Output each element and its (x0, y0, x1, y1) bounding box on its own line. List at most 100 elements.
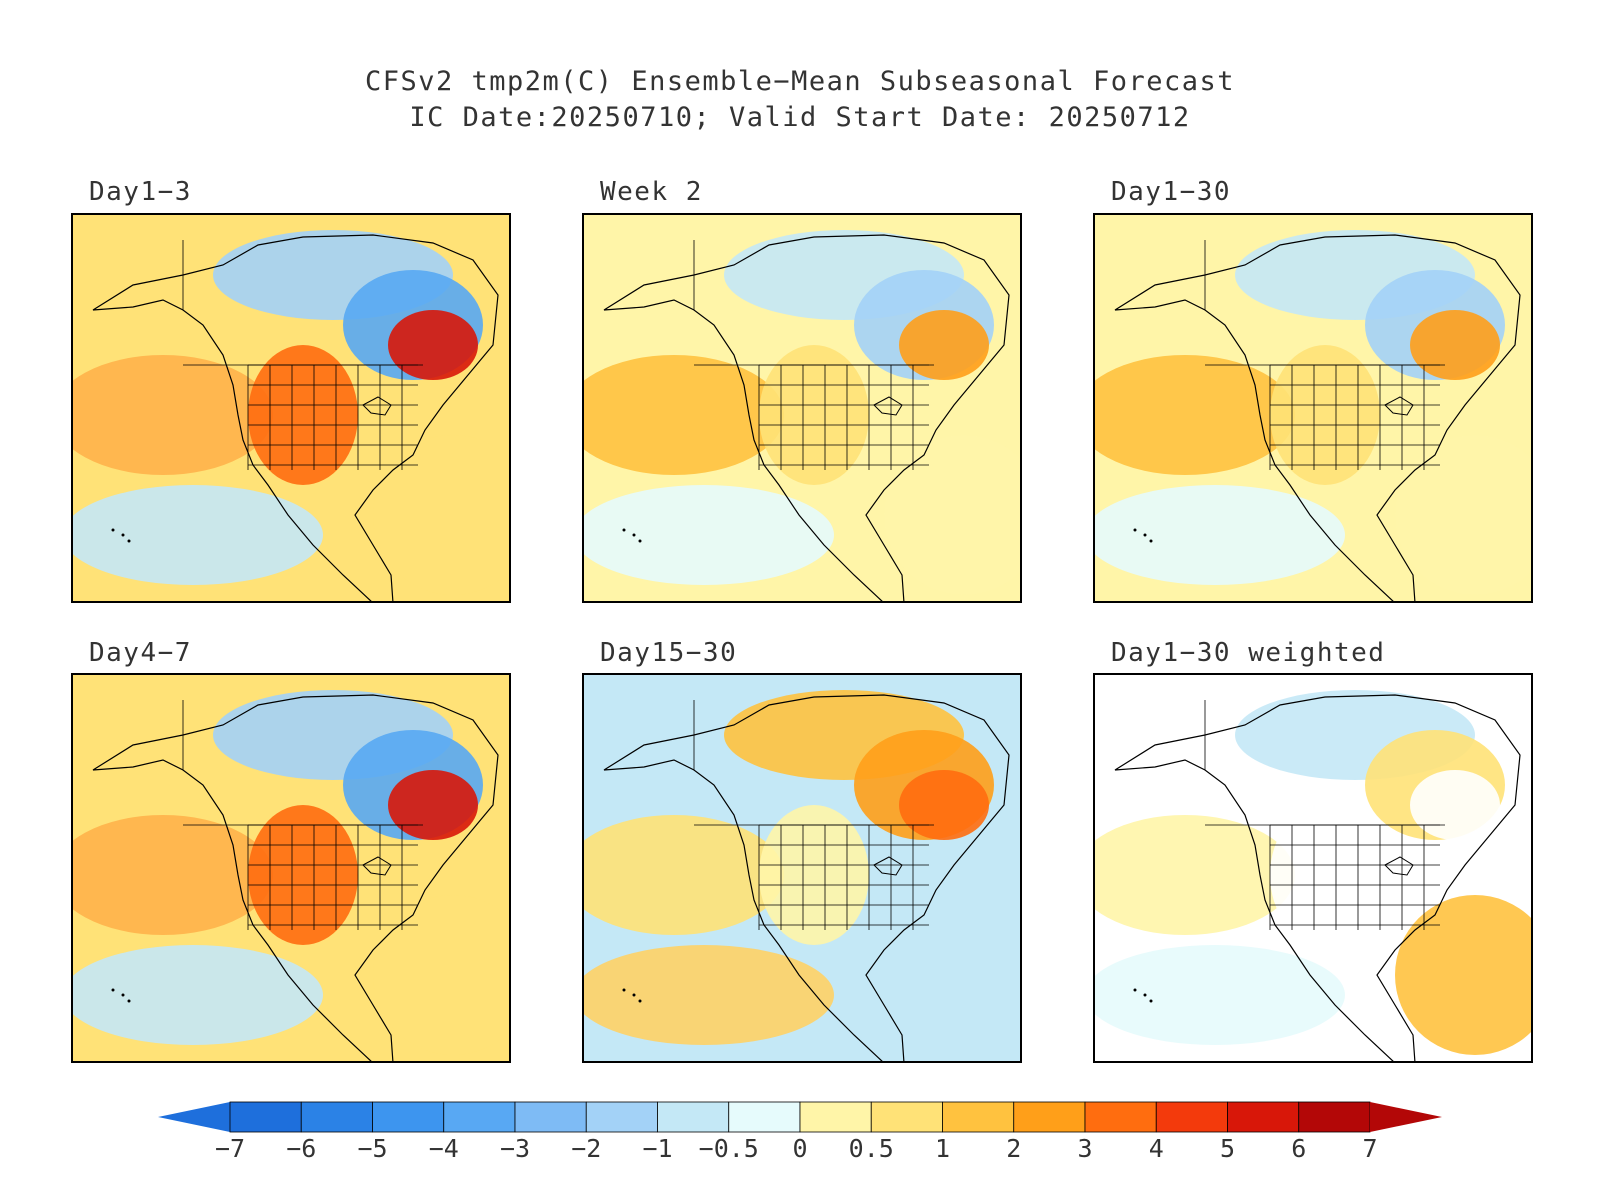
state-boundaries (693, 700, 934, 930)
panel-label-day15-30: Day15−30 (600, 638, 738, 668)
anomaly-region (248, 345, 358, 485)
colorbar-segment (229, 1101, 302, 1133)
colorbar-segment (657, 1101, 730, 1133)
map-panel-week2 (582, 213, 1022, 603)
great-lakes-outline (1384, 856, 1414, 876)
colorbar-segment (585, 1101, 658, 1133)
panel-label-day1-3: Day1−3 (89, 177, 192, 207)
anomaly-region (884, 435, 1020, 595)
colorbar-segment (1298, 1101, 1371, 1133)
map-field (584, 675, 1020, 1061)
state-boundaries (693, 240, 934, 470)
anomaly-region (1095, 815, 1295, 935)
map-panel-day4-7 (71, 673, 511, 1063)
map-field (1095, 215, 1531, 601)
colorbar-tick-label: −7 (215, 1134, 245, 1163)
colorbar-segment (300, 1101, 373, 1133)
colorbar-tick-label: 6 (1291, 1134, 1306, 1163)
colorbar-segment (799, 1101, 872, 1133)
colorbar-segment (1155, 1101, 1228, 1133)
anomaly-region (388, 770, 478, 840)
colorbar-tick-label: 3 (1077, 1134, 1092, 1163)
colorbar-segment (1013, 1101, 1086, 1133)
anomaly-region (1410, 310, 1500, 380)
anomaly-region (584, 355, 784, 475)
anomaly-region (1095, 485, 1345, 585)
anomaly-region (1395, 435, 1531, 595)
colorbar-tick-label: 1 (935, 1134, 950, 1163)
colorbar-segment (942, 1101, 1015, 1133)
anomaly-region (584, 945, 834, 1045)
coastline (92, 694, 499, 1061)
anomaly-region (73, 815, 273, 935)
anomaly-region (884, 895, 1020, 1055)
map-panel-day1-3 (71, 213, 511, 603)
anomaly-region (899, 770, 989, 840)
anomaly-region (1395, 895, 1531, 1055)
anomaly-region (584, 815, 784, 935)
colorbar-segment (372, 1101, 445, 1133)
great-lakes-outline (362, 396, 392, 416)
state-boundaries (182, 700, 423, 930)
anomaly-region (373, 895, 509, 1055)
state-boundaries (182, 240, 423, 470)
colorbar-tick-label: 0.5 (849, 1134, 894, 1163)
coastline (92, 234, 499, 601)
colorbar-tick-label: 2 (1006, 1134, 1021, 1163)
colorbar-low-extension (158, 1102, 230, 1132)
colorbar-tick-label: −1 (642, 1134, 672, 1163)
coastline (1114, 694, 1521, 1061)
panel-label-week2: Week 2 (600, 177, 703, 207)
anomaly-region (759, 345, 869, 485)
map-panel-day1-30 (1093, 213, 1533, 603)
colorbar-tick-label: −5 (357, 1134, 387, 1163)
colorbar-tick-label: −4 (429, 1134, 459, 1163)
panel-label-day1-30-weighted: Day1−30 weighted (1111, 638, 1386, 668)
anomaly-region (373, 435, 509, 595)
anomaly-region (1095, 355, 1295, 475)
colorbar-segment (1084, 1101, 1157, 1133)
anomaly-region (1270, 805, 1380, 945)
anomaly-region (73, 355, 273, 475)
state-boundaries (1204, 700, 1445, 930)
map-panel-day1-30-weighted (1093, 673, 1533, 1063)
anomaly-region (248, 805, 358, 945)
colorbar-tick-label: −6 (286, 1134, 316, 1163)
map-field (1095, 675, 1531, 1061)
figure-title-line-2: IC Date:20250710; Valid Start Date: 2025… (409, 102, 1191, 133)
coastline (603, 694, 1010, 1061)
great-lakes-outline (873, 856, 903, 876)
anomaly-region (73, 945, 323, 1045)
anomaly-region (1095, 945, 1345, 1045)
map-field (584, 215, 1020, 601)
figure-title-line-1: CFSv2 tmp2m(C) Ensemble−Mean Subseasonal… (364, 66, 1235, 97)
colorbar-tick-label: −2 (571, 1134, 601, 1163)
colorbar-segment (443, 1101, 516, 1133)
anomaly-region (1410, 770, 1500, 840)
panel-label-day1-30: Day1−30 (1111, 177, 1232, 207)
colorbar: −7 −6 −5 −4 −3 −2 −1 −0.5 0 0.5 1 2 3 4 5 6 7 (158, 1101, 1442, 1163)
map-field (73, 215, 509, 601)
map-field (73, 675, 509, 1061)
anomaly-region (759, 805, 869, 945)
map-panel-day15-30 (582, 673, 1022, 1063)
coastline (603, 234, 1010, 601)
great-lakes-outline (873, 396, 903, 416)
colorbar-segment (728, 1101, 801, 1133)
anomaly-region (584, 485, 834, 585)
colorbar-tick-label: 0 (792, 1134, 807, 1163)
colorbar-tick-label: −3 (500, 1134, 530, 1163)
colorbar-tick-label: 7 (1362, 1134, 1377, 1163)
anomaly-region (73, 485, 323, 585)
great-lakes-outline (1384, 396, 1414, 416)
colorbar-tick-label: 5 (1220, 1134, 1235, 1163)
state-boundaries (1204, 240, 1445, 470)
anomaly-region (899, 310, 989, 380)
colorbar-segment (870, 1101, 943, 1133)
panel-label-day4-7: Day4−7 (89, 638, 192, 668)
anomaly-region (388, 310, 478, 380)
colorbar-tick-label: 4 (1149, 1134, 1164, 1163)
colorbar-segment (514, 1101, 587, 1133)
coastline (1114, 234, 1521, 601)
great-lakes-outline (362, 856, 392, 876)
